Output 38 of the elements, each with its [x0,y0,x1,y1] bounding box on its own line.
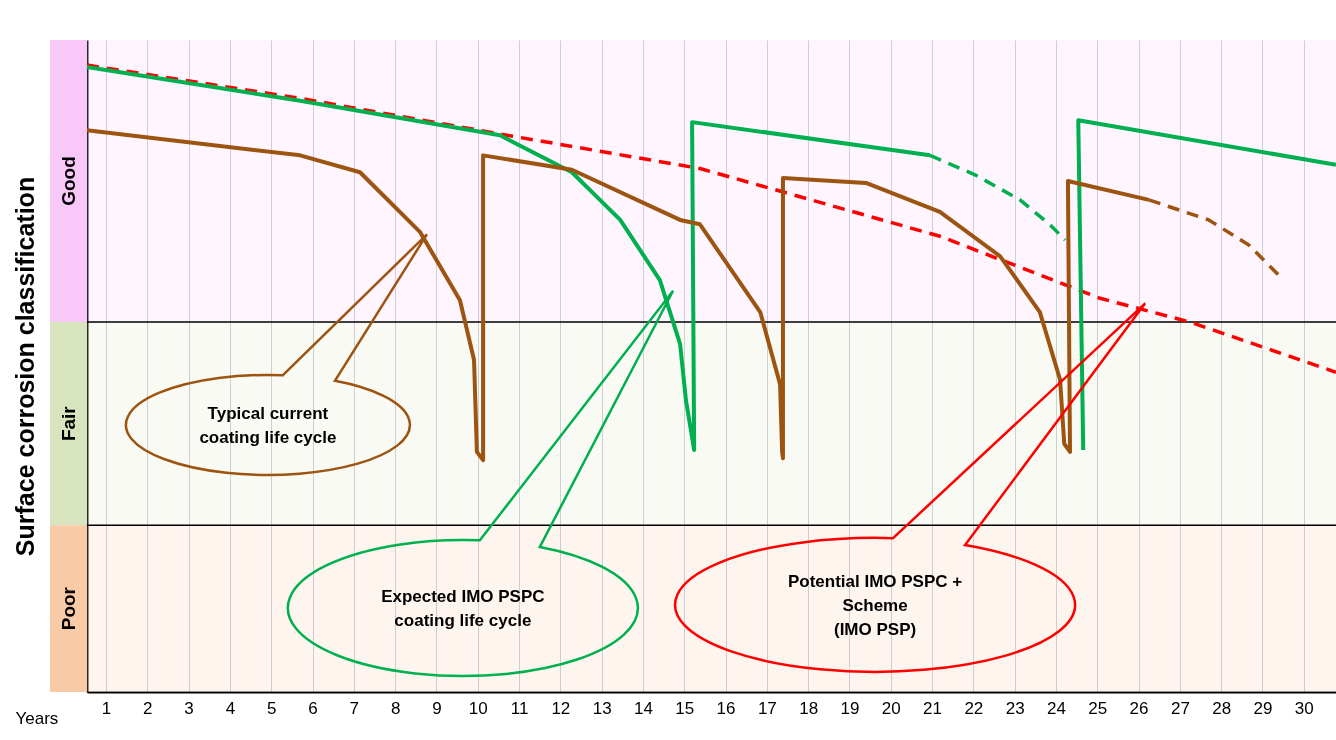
x-tick-label: 1 [101,698,112,718]
x-tick-label: 20 [881,698,901,718]
x-tick-label: 25 [1088,698,1108,718]
annotation: Potential IMO PSPC + Scheme (IMO PSP) [787,571,963,639]
x-tick-label: 17 [757,698,777,718]
annotation: Expected IMO PSPC coating life cycle [381,586,545,630]
x-tick-label: 2 [143,698,153,718]
x-tick-label: 10 [468,698,488,718]
band-label: Fair [58,405,79,442]
x-tick-label: 12 [551,698,571,718]
band-label: Good [58,156,79,206]
x-tick-label: 29 [1253,698,1273,718]
x-tick-label: 14 [633,698,653,718]
x-tick-label: 27 [1170,698,1190,718]
annotation: Typical current coating life cycle [199,403,337,447]
band-label: Poor [58,586,79,631]
x-tick-label: 8 [390,698,401,718]
x-tick-label: 7 [349,698,360,718]
x-tick-label: 6 [308,698,318,718]
y-axis-title: Surface corrosion classification [10,176,39,557]
x-tick-label: 18 [799,698,819,718]
x-tick-label: 4 [225,698,236,718]
x-tick-label: 13 [592,698,612,718]
x-tick-label: 3 [184,698,194,718]
x-tick-label: 30 [1294,698,1314,718]
x-tick-label: 15 [675,698,695,718]
x-tick-label: 5 [266,698,277,718]
x-tick-label: 23 [1005,698,1025,718]
x-tick-label: 24 [1047,698,1066,718]
x-tick-label: 11 [510,698,529,718]
x-tick-label: 16 [716,698,736,718]
x-tick-label: 22 [964,698,984,718]
x-tick-label: 19 [840,698,860,718]
x-tick-label: 9 [432,698,442,718]
x-axis-title: Years [15,708,59,728]
x-tick-label: 21 [923,698,943,718]
x-tick-label: 28 [1212,698,1232,718]
x-tick-label: 26 [1129,698,1149,718]
